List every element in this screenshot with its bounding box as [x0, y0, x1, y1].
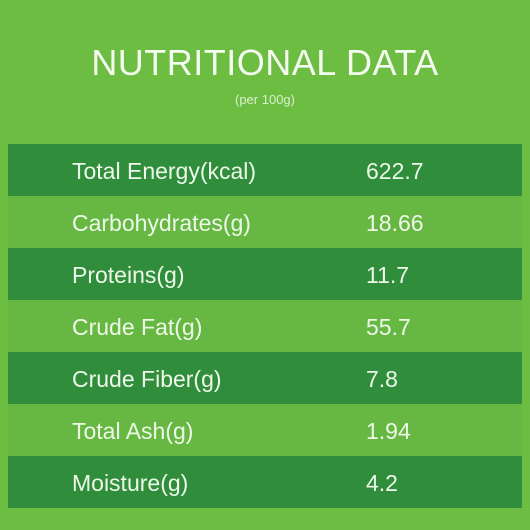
table-row: Total Ash(g) 1.94 — [8, 404, 522, 456]
table-row: Crude Fat(g) 55.7 — [8, 300, 522, 352]
nutrient-value: 11.7 — [366, 262, 410, 288]
table-row: Moisture(g) 4.2 — [8, 456, 522, 508]
table-row: Crude Fiber(g) 7.8 — [8, 352, 522, 404]
nutrient-value: 7.8 — [366, 366, 398, 392]
table-row: Carbohydrates(g) 18.66 — [8, 196, 522, 248]
nutrient-label: Moisture(g) — [72, 470, 189, 496]
nutrient-label: Crude Fiber(g) — [72, 366, 222, 392]
nutrient-value: 1.94 — [366, 418, 411, 444]
nutrient-value: 18.66 — [366, 210, 424, 236]
table-row: Proteins(g) 11.7 — [8, 248, 522, 300]
table-row: Total Energy(kcal) 622.7 — [8, 144, 522, 196]
nutrient-label: Total Ash(g) — [72, 418, 194, 444]
subtitle: (per 100g) — [235, 92, 295, 107]
nutrient-label: Carbohydrates(g) — [72, 210, 251, 236]
title: NUTRITIONAL DATA — [91, 42, 439, 83]
nutrient-label: Crude Fat(g) — [72, 314, 203, 340]
nutrient-value: 622.7 — [366, 158, 424, 184]
nutrition-table: Total Energy(kcal) 622.7 Carbohydrates(g) 1… — [8, 144, 522, 508]
nutrient-label: Proteins(g) — [72, 262, 185, 288]
nutrient-value: 4.2 — [366, 470, 398, 496]
nutrient-label: Total Energy(kcal) — [72, 158, 257, 184]
nutrient-value: 55.7 — [366, 314, 411, 340]
